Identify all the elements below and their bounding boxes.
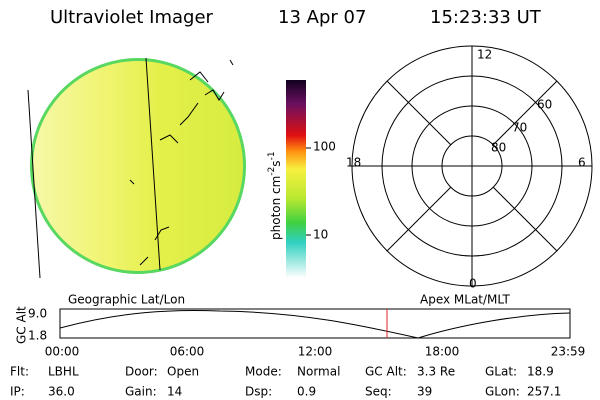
colorbar-tick: 100 [313,140,336,154]
time-tick: 06:00 [170,345,205,359]
polar-grid: 12 18 6 0 60 70 80 [346,45,593,291]
info-label: GLon: [485,385,520,399]
lat-label: 80 [491,141,506,155]
info-label: IP: [10,385,25,399]
info-label: Mode: [245,365,282,379]
info-value: 0.9 [297,385,316,399]
timeline-title: Apex MLat/MLT [420,293,510,307]
orbit-timeline: Geographic Lat/Lon Apex MLat/MLT GC Alt … [15,293,586,359]
info-label: Door: [125,365,158,379]
colorbar: 100 10 photon cm-2s-1 [267,80,336,278]
axis-tick: 9.0 [28,307,47,321]
time: 15:23:33 UT [430,7,542,28]
time-tick: 00:00 [45,345,80,359]
time-tick: 23:59 [551,345,586,359]
info-value: 39 [417,385,432,399]
info-value: 18.9 [527,365,554,379]
info-label: GC Alt: [365,365,407,379]
info-value: 257.1 [527,385,561,399]
info-label: Seq: [365,385,392,399]
mlt-label: 12 [477,48,492,62]
date: 13 Apr 07 [278,7,366,28]
unit-exp: -1 [267,151,277,160]
mlt-label: 6 [578,156,586,170]
uv-image [27,57,246,279]
info-panel: Flt: LBHL Door: Open Mode: Normal GC Alt: 3.3 R… [10,365,561,399]
lat-label: 60 [537,98,552,112]
info-label: Gain: [125,385,157,399]
timeline-title: Geographic Lat/Lon [68,293,185,307]
axis-tick: 1.8 [28,329,47,343]
mlt-label: 0 [469,277,477,291]
instrument-title: Ultraviolet Imager [50,7,214,28]
lat-label: 70 [512,121,527,135]
time-tick: 12:00 [298,345,333,359]
info-label: Dsp: [245,385,272,399]
info-value: Open [167,365,199,379]
mlt-label: 18 [346,156,361,170]
info-value: LBHL [48,365,79,379]
unit-exp: -2 [267,167,277,176]
info-value: 36.0 [48,385,75,399]
unit-text: photon cm [269,176,283,240]
info-value: Normal [297,365,340,379]
axis-label: GC Alt [15,306,29,344]
unit-text: s [269,160,283,166]
time-tick: 18:00 [425,345,460,359]
info-label: Flt: [10,365,29,379]
info-label: GLat: [485,365,517,379]
info-value: 3.3 Re [417,365,455,379]
colorbar-tick: 10 [313,228,328,242]
info-value: 14 [167,385,182,399]
colorbar-unit: photon cm-2s-1 [267,151,283,240]
